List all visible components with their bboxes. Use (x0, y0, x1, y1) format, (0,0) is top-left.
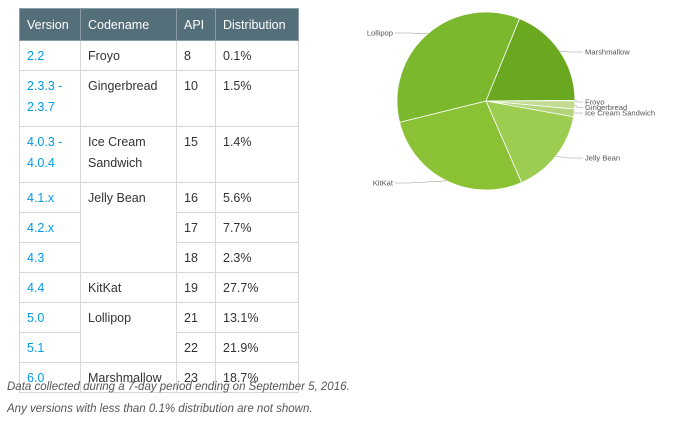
distribution-cell: 21.9% (215, 332, 299, 363)
pie-slice-kitkat (399, 100, 523, 191)
header-api: API (176, 8, 216, 41)
codename-cell: Ice Cream Sandwich (80, 126, 177, 183)
api-cell: 17 (176, 212, 216, 243)
header-version: Version (19, 8, 81, 41)
version-link[interactable]: 5.0 (19, 302, 81, 333)
codename-cell: Jelly Bean (80, 182, 177, 273)
table-row: 2.3.3 - 2.3.7 Gingerbread 10 1.5% (19, 70, 299, 127)
pie-label-gingerbread: Gingerbread (585, 103, 627, 112)
table-row: 4.3 18 2.3% (19, 242, 299, 273)
table-row: 4.0.3 - 4.0.4 Ice Cream Sandwich 15 1.4% (19, 126, 299, 183)
api-cell: 21 (176, 302, 216, 333)
pie-label-froyo: Froyo (585, 98, 604, 107)
version-link[interactable]: 4.0.3 - 4.0.4 (19, 126, 81, 183)
api-cell: 16 (176, 182, 216, 213)
distribution-cell: 1.5% (215, 70, 299, 127)
codename-cell: Gingerbread (80, 70, 177, 127)
leader-line-froyo (574, 100, 583, 103)
api-cell: 8 (176, 40, 216, 71)
distribution-cell: 7.7% (215, 212, 299, 243)
footnote-threshold: Any versions with less than 0.1% distrib… (7, 403, 313, 415)
pie-label-ice-cream-sandwich: Ice Cream Sandwich (585, 109, 655, 118)
version-link[interactable]: 2.2 (19, 40, 81, 71)
pie-label-lollipop: Lollipop (367, 29, 393, 38)
version-link[interactable]: 4.1.x (19, 182, 81, 213)
leader-line-kitkat (395, 180, 447, 184)
pie-label-marshmallow: Marshmallow (585, 48, 630, 57)
codename-cell: Lollipop (80, 302, 177, 363)
distribution-cell: 27.7% (215, 272, 299, 303)
distribution-cell: 18.7% (215, 362, 299, 393)
pie-slice-lollipop (396, 12, 521, 123)
table-row: 2.2 Froyo 8 0.1% (19, 40, 299, 71)
version-link[interactable]: 4.4 (19, 272, 81, 303)
table-header-row: Version Codename API Distribution (19, 8, 299, 41)
distribution-cell: 2.3% (215, 242, 299, 273)
distribution-cell: 0.1% (215, 40, 299, 71)
codename-cell: KitKat (80, 272, 177, 303)
version-link[interactable]: 5.1 (19, 332, 81, 363)
api-cell: 15 (176, 126, 216, 183)
table-row: 5.1 22 21.9% (19, 332, 299, 363)
pie-label-jelly-bean: Jelly Bean (585, 154, 620, 163)
api-cell: 22 (176, 332, 216, 363)
api-cell: 10 (176, 70, 216, 127)
version-link[interactable]: 4.3 (19, 242, 81, 273)
leader-line-jelly-bean (555, 155, 583, 159)
api-cell: 23 (176, 362, 216, 393)
header-codename: Codename (80, 8, 177, 41)
distribution-cell: 13.1% (215, 302, 299, 333)
table-row: 4.4 KitKat 19 27.7% (19, 272, 299, 303)
header-distribution: Distribution (215, 8, 299, 41)
leader-line-gingerbread (574, 104, 583, 108)
table-row: 4.2.x 17 7.7% (19, 212, 299, 243)
table-row: 4.1.x Jelly Bean 16 5.6% (19, 182, 299, 273)
api-cell: 18 (176, 242, 216, 273)
codename-cell: Marshmallow (80, 362, 177, 393)
table-row: 6.0 Marshmallow 23 18.7% (19, 362, 299, 393)
distribution-table: Version Codename API Distribution 2.2 Fr… (19, 8, 299, 393)
footnotes: Data collected during a 7-day period end… (7, 376, 350, 420)
table-row: 5.0 Lollipop 21 13.1% (19, 302, 299, 363)
version-link[interactable]: 6.0 (19, 362, 81, 393)
version-link[interactable]: 4.2.x (19, 212, 81, 243)
version-link[interactable]: 2.3.3 - 2.3.7 (19, 70, 81, 127)
distribution-cell: 5.6% (215, 182, 299, 213)
leader-line-lollipop (395, 32, 428, 34)
footnote-date: Data collected during a 7-day period end… (7, 381, 350, 393)
pie-label-kitkat: KitKat (373, 179, 394, 188)
distribution-cell: 1.4% (215, 126, 299, 183)
api-cell: 19 (176, 272, 216, 303)
codename-cell: Froyo (80, 40, 177, 71)
leader-line-marshmallow (559, 50, 583, 53)
